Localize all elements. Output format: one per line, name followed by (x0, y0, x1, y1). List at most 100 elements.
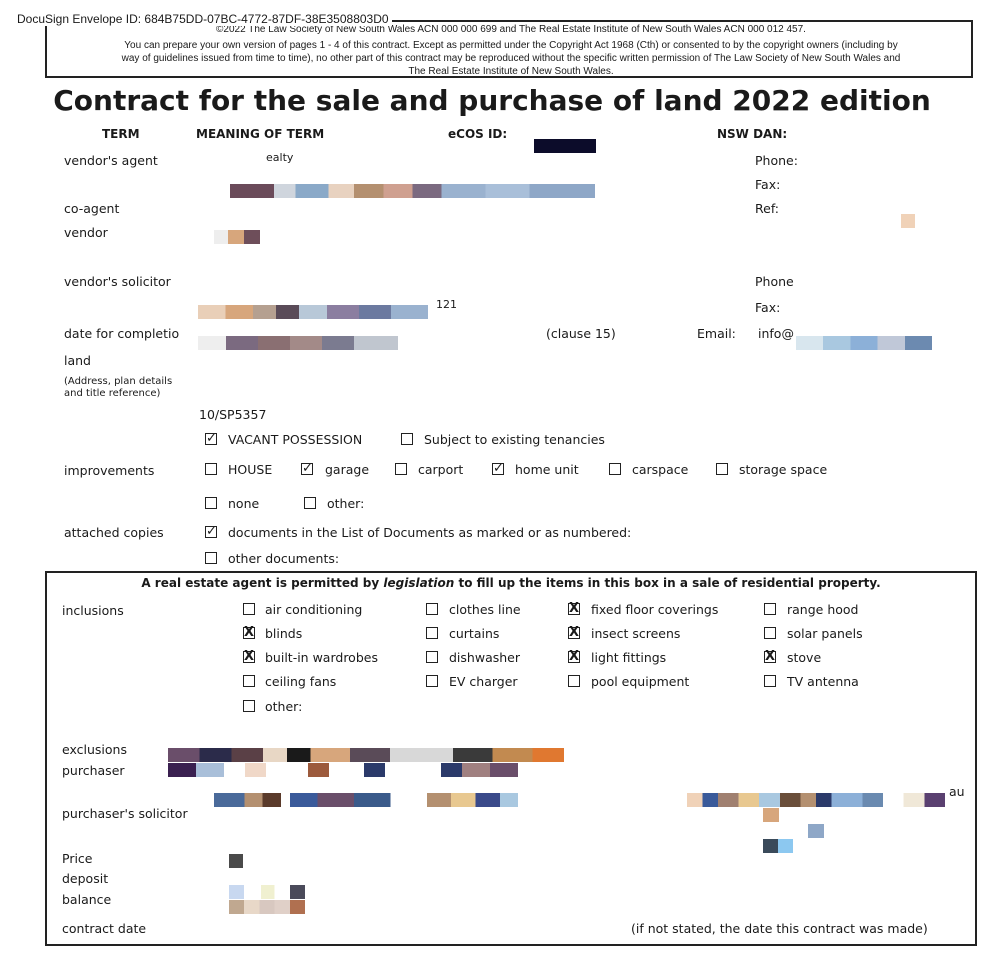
checkbox-home-unit[interactable]: ✓ (492, 461, 504, 476)
option-clothes-line: clothes line (449, 602, 521, 617)
checkbox-list-documents[interactable]: ✓ (205, 524, 217, 539)
option-ceiling-fans: ceiling fans (265, 674, 337, 689)
checkbox-storage-space[interactable] (716, 463, 728, 475)
copyright-line-3: way of guidelines issued from time to ti… (121, 53, 901, 64)
agent-name-fragment: ealty (266, 151, 294, 164)
copyright-line-4: The Real Estate Institute of New South W… (408, 66, 614, 77)
label-contract-date: contract date (62, 921, 147, 936)
redaction-exclusions (168, 748, 564, 762)
checkbox-vacant-possession[interactable]: ✓ (205, 431, 217, 446)
envelope-id: DocuSign Envelope ID: 684B75DD-07BC-4772… (14, 12, 392, 26)
redaction-email (796, 336, 932, 350)
checkbox-range-hood[interactable] (764, 603, 776, 615)
checkbox-insect-screens[interactable]: X (568, 625, 580, 640)
agent-box-heading: A real estate agent is permitted by legi… (141, 576, 881, 590)
label-attached-copies: attached copies (64, 525, 164, 540)
label-co-agent: co-agent (64, 201, 120, 216)
option-built-in-wardrobes: built-in wardrobes (265, 650, 378, 665)
option-blinds: blinds (265, 626, 303, 641)
label-purchasers-solicitor: purchaser's solicitor (62, 806, 188, 821)
label-exclusions: exclusions (62, 742, 127, 757)
redaction-agent-address (230, 184, 595, 198)
checkbox-pool-equipment[interactable] (568, 675, 580, 687)
option-range-hood: range hood (787, 602, 859, 617)
option-insect-screens: insect screens (591, 626, 681, 641)
checkbox-air-conditioning[interactable] (243, 603, 255, 615)
checkbox-garage[interactable]: ✓ (301, 461, 313, 476)
checkbox-light-fittings[interactable]: X (568, 649, 580, 664)
label-vendors-solicitor: vendor's solicitor (64, 274, 171, 289)
redaction-price (229, 854, 243, 868)
checkbox-fixed-floor-coverings[interactable]: X (568, 601, 580, 616)
redaction-balance (229, 900, 305, 914)
option-tv-antenna: TV antenna (787, 674, 859, 689)
checkbox-house[interactable] (205, 463, 217, 475)
email-value: info@ (758, 326, 794, 341)
checkbox-stove[interactable]: X (764, 649, 776, 664)
option-existing-tenancies: Subject to existing tenancies (424, 432, 605, 447)
checkbox-ceiling-fans[interactable] (243, 675, 255, 687)
label-phone: Phone: (755, 153, 798, 168)
redaction-vendor (214, 230, 260, 244)
redaction-purchaser (168, 763, 518, 777)
checkbox-blinds[interactable]: X (243, 625, 255, 640)
redaction-solicitor-fragment-a (763, 808, 779, 822)
checkbox-clothes-line[interactable] (426, 603, 438, 615)
land-note: (Address, plan details and title referen… (64, 376, 173, 399)
label-balance: balance (62, 892, 112, 907)
label-land: land (64, 353, 91, 368)
option-garage: garage (325, 462, 370, 477)
label-price: Price (62, 851, 93, 866)
checkbox-other-improvement[interactable] (304, 497, 316, 509)
header-term: TERM (102, 127, 140, 141)
page-title: Contract for the sale and purchase of la… (53, 84, 931, 117)
checkbox-ev-charger[interactable] (426, 675, 438, 687)
checkbox-solar-panels[interactable] (764, 627, 776, 639)
label-improvements: improvements (64, 463, 155, 478)
label-ref: Ref: (755, 201, 779, 216)
checkbox-dishwasher[interactable] (426, 651, 438, 663)
checkbox-carspace[interactable] (609, 463, 621, 475)
header-meaning: MEANING OF TERM (196, 127, 325, 141)
contract-date-note: (if not stated, the date this contract w… (631, 921, 928, 936)
label-fax: Fax: (755, 177, 781, 192)
option-air-conditioning: air conditioning (265, 602, 363, 617)
solicitor-fragment: 121 (436, 298, 457, 311)
option-carspace: carspace (632, 462, 689, 477)
label-date-for-completion: date for completio (64, 326, 180, 341)
copyright-box: ©2022 The Law Society of New South Wales… (45, 20, 973, 78)
option-house: HOUSE (228, 462, 273, 477)
label-fax-2: Fax: (755, 300, 781, 315)
checkbox-built-in-wardrobes[interactable]: X (243, 649, 255, 664)
option-stove: stove (787, 650, 822, 665)
option-ev-charger: EV charger (449, 674, 518, 689)
option-light-fittings: light fittings (591, 650, 667, 665)
checkbox-carport[interactable] (395, 463, 407, 475)
checkbox-existing-tenancies[interactable] (401, 433, 413, 445)
checkbox-other-inclusion[interactable] (243, 700, 255, 712)
land-reference: 10/SP5357 (199, 407, 267, 422)
option-list-documents: documents in the List of Documents as ma… (228, 525, 632, 540)
redaction-deposit (229, 885, 305, 899)
option-dishwasher: dishwasher (449, 650, 520, 665)
label-phone-2: Phone (755, 274, 794, 289)
header-dan: NSW DAN: (717, 127, 788, 141)
redaction-ecos (534, 139, 596, 153)
checkbox-tv-antenna[interactable] (764, 675, 776, 687)
label-vendor: vendor (64, 225, 108, 240)
option-pool-equipment: pool equipment (591, 674, 690, 689)
checkbox-other-documents[interactable] (205, 552, 217, 564)
redaction-completion-date (198, 336, 398, 350)
option-none: none (228, 496, 260, 511)
redaction-solicitor-details (687, 793, 945, 807)
option-other-documents: other documents: (228, 551, 340, 566)
redaction-solicitor-fragment-c (763, 839, 793, 853)
header-ecos: eCOS ID: (448, 127, 508, 141)
copyright-line-1: ©2022 The Law Society of New South Wales… (216, 24, 806, 35)
clause-reference: (clause 15) (546, 326, 616, 341)
redaction-purchaser-address (214, 793, 518, 807)
option-carport: carport (418, 462, 464, 477)
checkbox-none[interactable] (205, 497, 217, 509)
option-other-inclusion: other: (265, 699, 303, 714)
checkbox-curtains[interactable] (426, 627, 438, 639)
